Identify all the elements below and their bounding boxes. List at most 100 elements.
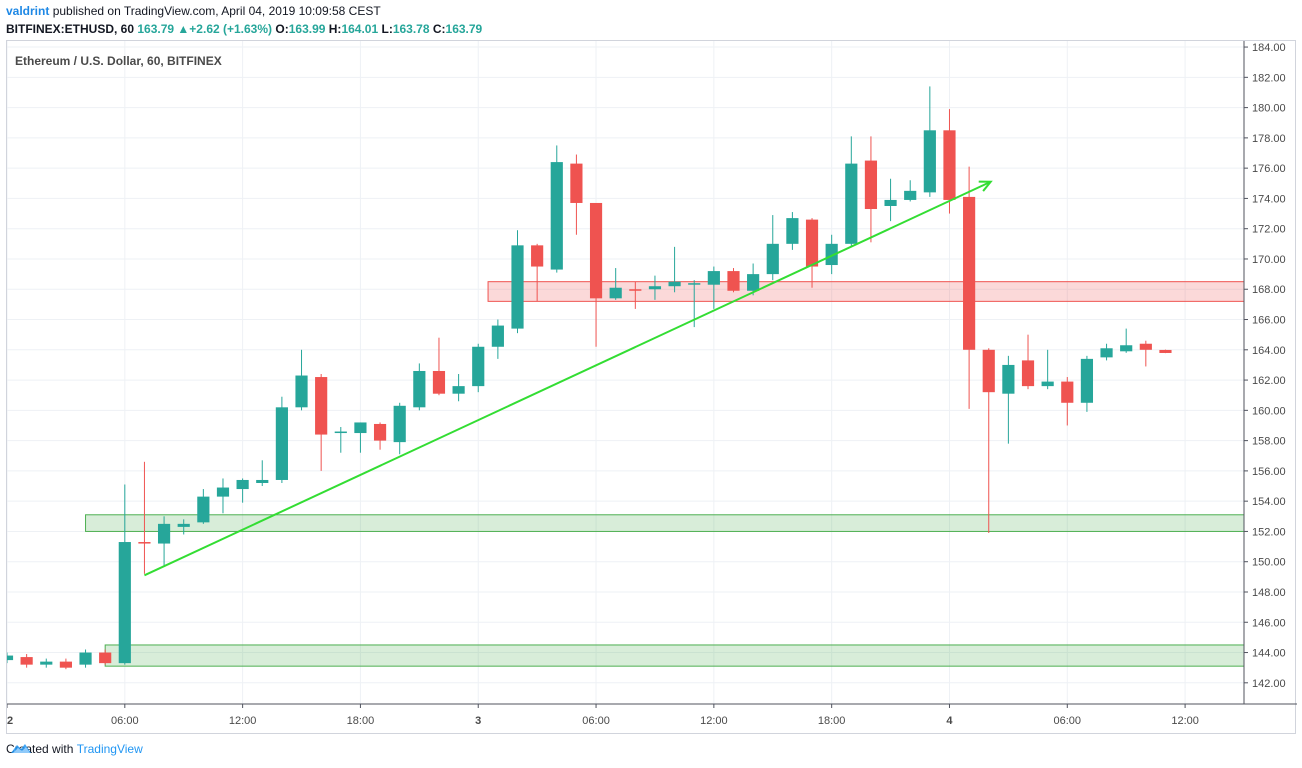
support-zone[interactable]	[85, 514, 1245, 532]
candle-body[interactable]	[99, 652, 112, 664]
candle-body[interactable]	[452, 386, 465, 394]
candle-body[interactable]	[472, 346, 485, 387]
candle-body[interactable]	[688, 283, 701, 285]
candle-body[interactable]	[7, 655, 14, 661]
chart-panel[interactable]: 142.00 144.00 146.00 148.00 150.00 152.00 154.…	[6, 40, 1297, 735]
candle-body[interactable]	[413, 370, 426, 408]
candle[interactable]	[531, 243, 544, 302]
candle[interactable]	[648, 275, 662, 300]
candle[interactable]	[452, 374, 465, 402]
candle-body[interactable]	[845, 163, 858, 244]
price-chart[interactable]: 142.00 144.00 146.00 148.00 150.00 152.00 154.…	[7, 41, 1297, 735]
candle-body[interactable]	[275, 407, 288, 480]
candle[interactable]	[20, 654, 33, 668]
candle[interactable]	[982, 348, 995, 533]
candle-body[interactable]	[40, 661, 53, 665]
price-axis[interactable]: 142.00 144.00 146.00 148.00 150.00 152.00 154.…	[1244, 42, 1286, 690]
candle[interactable]	[79, 649, 92, 668]
candle[interactable]	[1100, 343, 1113, 361]
candle-body[interactable]	[354, 422, 367, 434]
candle-body[interactable]	[923, 130, 936, 193]
candle[interactable]	[805, 218, 819, 288]
candle-body[interactable]	[786, 218, 799, 244]
candle[interactable]	[40, 658, 53, 668]
candle-body[interactable]	[511, 245, 524, 329]
candle[interactable]	[256, 460, 269, 487]
candle-body[interactable]	[668, 281, 681, 287]
candle-body[interactable]	[943, 130, 956, 200]
candle[interactable]	[295, 349, 308, 411]
candle-body[interactable]	[177, 523, 190, 527]
candle[interactable]	[923, 86, 936, 197]
candle-body[interactable]	[315, 377, 328, 435]
candle[interactable]	[216, 478, 230, 514]
candle[interactable]	[747, 263, 760, 296]
candle-body[interactable]	[904, 190, 917, 200]
candle-body[interactable]	[766, 243, 779, 275]
candle[interactable]	[845, 136, 858, 247]
candle-body[interactable]	[805, 219, 819, 267]
candle[interactable]	[884, 178, 897, 222]
candle[interactable]	[825, 234, 838, 275]
trendline-line[interactable]	[144, 180, 992, 577]
candle-body[interactable]	[531, 245, 544, 267]
candle[interactable]	[491, 319, 504, 359]
candle[interactable]	[354, 422, 367, 453]
candle-body[interactable]	[1080, 358, 1094, 403]
candle[interactable]	[334, 426, 347, 453]
candle-body[interactable]	[236, 479, 249, 490]
candle[interactable]	[943, 109, 956, 214]
candle-body[interactable]	[373, 423, 387, 441]
candle[interactable]	[432, 337, 446, 396]
candle[interactable]	[99, 649, 112, 665]
candle[interactable]	[138, 461, 151, 574]
author-name[interactable]: valdrint	[6, 4, 50, 18]
candle-body[interactable]	[138, 542, 151, 544]
candle-body[interactable]	[1139, 343, 1152, 350]
candle-body[interactable]	[1021, 360, 1035, 387]
trendline[interactable]	[144, 180, 993, 577]
candle-body[interactable]	[727, 271, 740, 291]
candles[interactable]	[7, 86, 1172, 670]
candle[interactable]	[511, 230, 524, 334]
candle[interactable]	[275, 396, 288, 483]
candle-body[interactable]	[884, 199, 897, 206]
support-zone[interactable]	[104, 644, 1245, 667]
candle[interactable]	[668, 246, 681, 293]
candle-body[interactable]	[20, 657, 33, 665]
candle-body[interactable]	[1159, 349, 1172, 353]
candle-body[interactable]	[707, 271, 720, 285]
candle-body[interactable]	[334, 431, 347, 434]
candle-body[interactable]	[1120, 345, 1133, 352]
candle[interactable]	[197, 489, 210, 524]
candle[interactable]	[1061, 377, 1074, 426]
candle-body[interactable]	[570, 163, 583, 203]
candle-body[interactable]	[648, 286, 662, 290]
candle-body[interactable]	[963, 196, 976, 350]
candle-body[interactable]	[295, 375, 308, 408]
candle[interactable]	[413, 363, 426, 411]
candle-body[interactable]	[825, 243, 838, 266]
candle-body[interactable]	[432, 370, 446, 394]
candle[interactable]	[570, 154, 583, 235]
candle[interactable]	[472, 343, 485, 393]
candle-body[interactable]	[1061, 381, 1074, 403]
candle[interactable]	[904, 180, 917, 202]
candle-body[interactable]	[79, 652, 92, 665]
candle[interactable]	[393, 402, 406, 455]
candle[interactable]	[315, 374, 328, 471]
candle-body[interactable]	[393, 405, 406, 443]
candle-body[interactable]	[747, 274, 760, 291]
candle[interactable]	[59, 658, 72, 670]
candle-body[interactable]	[1002, 364, 1015, 394]
candle-body[interactable]	[491, 325, 504, 347]
candle-body[interactable]	[216, 487, 230, 497]
candle-body[interactable]	[59, 661, 72, 668]
candle-body[interactable]	[1100, 348, 1113, 358]
candle[interactable]	[118, 484, 131, 665]
candle-body[interactable]	[197, 496, 210, 523]
candle[interactable]	[707, 266, 720, 309]
candle[interactable]	[1159, 349, 1172, 354]
candle[interactable]	[727, 268, 740, 293]
candle-body[interactable]	[118, 542, 131, 664]
